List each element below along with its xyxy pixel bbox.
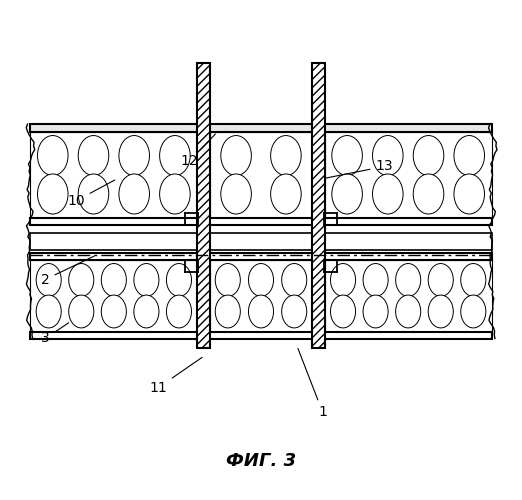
Ellipse shape xyxy=(373,136,403,175)
Bar xyxy=(325,132,492,218)
Ellipse shape xyxy=(160,136,190,175)
Ellipse shape xyxy=(396,264,421,296)
Ellipse shape xyxy=(101,264,126,296)
Ellipse shape xyxy=(461,295,486,328)
Bar xyxy=(30,260,197,332)
Ellipse shape xyxy=(270,174,301,214)
Ellipse shape xyxy=(248,295,274,328)
Bar xyxy=(197,63,210,348)
Ellipse shape xyxy=(363,264,388,296)
Ellipse shape xyxy=(69,264,94,296)
Ellipse shape xyxy=(332,174,362,214)
Bar xyxy=(30,218,492,226)
Bar xyxy=(312,63,325,348)
Text: 2: 2 xyxy=(41,256,94,286)
Ellipse shape xyxy=(413,174,444,214)
Text: 13: 13 xyxy=(325,160,393,178)
Bar xyxy=(30,233,492,250)
Bar xyxy=(210,132,312,218)
Ellipse shape xyxy=(282,264,307,296)
Ellipse shape xyxy=(78,174,109,214)
Ellipse shape xyxy=(428,264,453,296)
Ellipse shape xyxy=(69,295,94,328)
Text: 11: 11 xyxy=(149,358,202,395)
Bar xyxy=(30,332,492,338)
Ellipse shape xyxy=(461,264,486,296)
Ellipse shape xyxy=(119,136,149,175)
Ellipse shape xyxy=(134,264,159,296)
Ellipse shape xyxy=(215,295,240,328)
Text: 1: 1 xyxy=(298,348,327,419)
Text: 3: 3 xyxy=(41,323,68,345)
Text: 10: 10 xyxy=(67,180,115,208)
Ellipse shape xyxy=(282,295,307,328)
Text: 12: 12 xyxy=(180,134,216,168)
Ellipse shape xyxy=(134,295,159,328)
Ellipse shape xyxy=(215,264,240,296)
Ellipse shape xyxy=(221,136,252,175)
Bar xyxy=(325,260,492,332)
Ellipse shape xyxy=(330,264,355,296)
Ellipse shape xyxy=(330,295,355,328)
Ellipse shape xyxy=(78,136,109,175)
Bar xyxy=(197,63,210,348)
Ellipse shape xyxy=(413,136,444,175)
Ellipse shape xyxy=(167,264,192,296)
Ellipse shape xyxy=(221,174,252,214)
Ellipse shape xyxy=(428,295,453,328)
Bar xyxy=(30,253,492,260)
Ellipse shape xyxy=(270,136,301,175)
Ellipse shape xyxy=(38,174,68,214)
Ellipse shape xyxy=(373,174,403,214)
Ellipse shape xyxy=(119,174,149,214)
Ellipse shape xyxy=(36,264,61,296)
Bar xyxy=(30,132,197,218)
Bar xyxy=(312,63,325,348)
Ellipse shape xyxy=(454,136,484,175)
Text: ФИГ. 3: ФИГ. 3 xyxy=(226,452,296,470)
Ellipse shape xyxy=(248,264,274,296)
Ellipse shape xyxy=(38,136,68,175)
Ellipse shape xyxy=(160,174,190,214)
Ellipse shape xyxy=(454,174,484,214)
Ellipse shape xyxy=(332,136,362,175)
Bar xyxy=(30,124,492,132)
Ellipse shape xyxy=(36,295,61,328)
Ellipse shape xyxy=(363,295,388,328)
Ellipse shape xyxy=(167,295,192,328)
Ellipse shape xyxy=(101,295,126,328)
Bar xyxy=(210,260,312,332)
Ellipse shape xyxy=(396,295,421,328)
